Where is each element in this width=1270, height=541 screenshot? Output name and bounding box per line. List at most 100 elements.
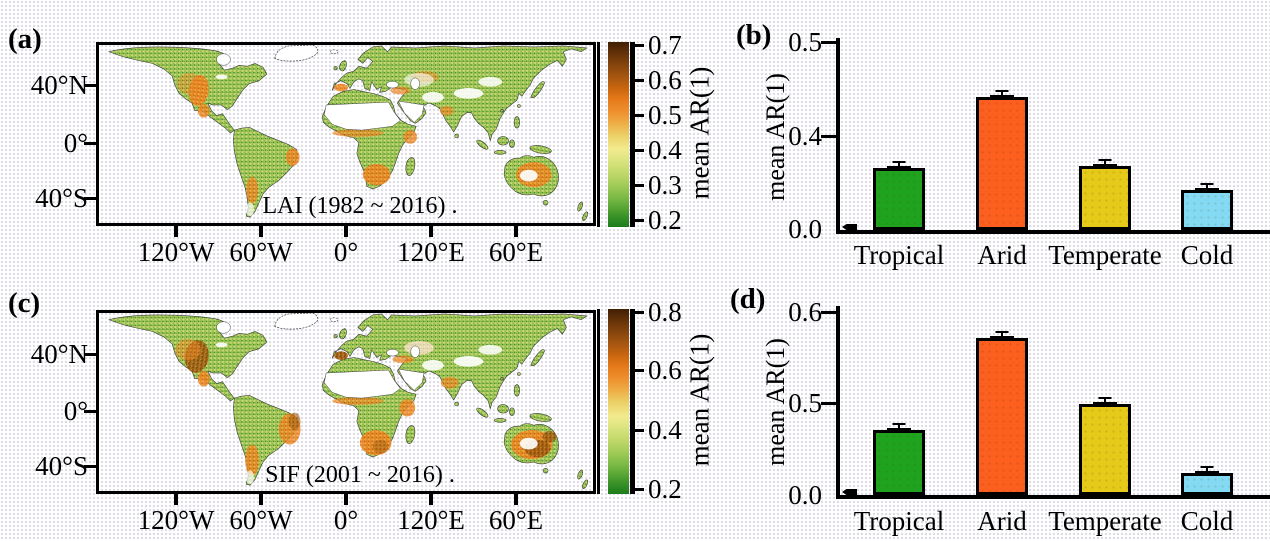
lat-tick-mark xyxy=(84,353,96,356)
lon-tick-mark xyxy=(259,225,263,237)
y-tick-mark xyxy=(821,135,836,138)
error-bar-cap xyxy=(892,161,906,163)
category-label-cold: Cold xyxy=(1180,506,1234,536)
map-frame-lai xyxy=(96,42,596,226)
error-bar-cap xyxy=(995,331,1009,333)
lon-tick-label: 60°E xyxy=(488,505,544,535)
error-bar xyxy=(1001,331,1003,340)
lon-tick-mark xyxy=(429,225,433,237)
category-label-temperate: Temperate xyxy=(1048,240,1162,270)
error-bar-cap xyxy=(990,95,1014,100)
lat-tick-label: 40°S xyxy=(35,183,88,213)
x-axis-d xyxy=(836,495,1270,499)
lat-tick-mark xyxy=(84,410,96,413)
error-bar-cap xyxy=(1098,159,1112,161)
origin-marker-b xyxy=(842,224,857,230)
colorbar-tick-label: 0.4 xyxy=(648,415,682,445)
category-label-tropical: Tropical xyxy=(853,240,945,270)
category-label-cold: Cold xyxy=(1180,240,1234,270)
colorbar-tick-mark xyxy=(635,184,644,187)
map-title-lai: LAI (1982 ~ 2016) . xyxy=(262,193,458,219)
lon-tick-mark xyxy=(174,493,178,505)
colorbar-axis-label: mean AR(1) xyxy=(684,333,715,467)
error-bar xyxy=(1001,90,1003,99)
lon-tick-label: 60°W xyxy=(229,505,293,535)
category-label-temperate: Temperate xyxy=(1048,506,1162,536)
lat-tick-mark xyxy=(84,84,96,87)
lon-tick-label: 0° xyxy=(333,505,359,535)
error-bar-cap xyxy=(1195,471,1219,476)
lon-tick-label: 120°W xyxy=(137,237,215,267)
bar-arid xyxy=(976,90,1028,230)
colorbar-tick-mark xyxy=(635,79,644,82)
y-tick-label: 0.6 xyxy=(788,297,822,327)
lon-tick-mark xyxy=(344,225,348,237)
panel-tag-a: (a) xyxy=(8,23,42,55)
colorbar-tick-mark xyxy=(635,149,644,152)
lon-tick-mark xyxy=(514,493,518,505)
lat-tick-label: 40°N xyxy=(30,339,88,369)
error-bar-cap xyxy=(1093,402,1117,407)
colorbar-tick-mark xyxy=(635,311,644,314)
origin-marker-d xyxy=(842,489,857,495)
bar-arid xyxy=(976,331,1028,495)
colorbar-tick-label: 0.2 xyxy=(648,205,682,235)
error-bar-cap xyxy=(1098,397,1112,399)
bar-temperate xyxy=(1079,397,1131,495)
colorbar-tick-mark xyxy=(635,219,644,222)
lon-tick-label: 120°W xyxy=(137,505,215,535)
y-tick-label: 0.4 xyxy=(788,121,822,151)
colorbar-lai xyxy=(597,42,635,227)
panel-tag-d: (d) xyxy=(730,283,766,315)
bar-tropical xyxy=(873,423,925,495)
colorbar-tick-label: 0.6 xyxy=(648,65,682,95)
colorbar-gradient xyxy=(608,309,629,494)
lon-tick-label: 60°W xyxy=(229,237,293,267)
error-bar xyxy=(1206,183,1208,192)
error-bar-cap xyxy=(1093,164,1117,169)
category-label-tropical: Tropical xyxy=(853,506,945,536)
y-tick-label: 0.5 xyxy=(788,27,822,57)
colorbar-tick-mark xyxy=(635,44,644,47)
map-title-sif: SIF (2001 ~ 2016) . xyxy=(265,462,455,488)
y-tick-label: 0.5 xyxy=(788,388,822,418)
lon-tick-label: 120°E xyxy=(397,237,465,267)
y-tick-label: 0.0 xyxy=(788,214,822,244)
colorbar-tick-label: 0.8 xyxy=(648,297,682,327)
lon-tick-mark xyxy=(344,493,348,505)
error-bar-cap xyxy=(1200,466,1214,468)
error-bar-cap xyxy=(1195,188,1219,193)
bar-temperate xyxy=(1079,159,1131,230)
bar-tropical xyxy=(873,161,925,230)
colorbar-tick-label: 0.6 xyxy=(648,355,682,385)
error-bar xyxy=(1104,159,1106,168)
category-label-arid: Arid xyxy=(977,506,1027,536)
y-axis-b xyxy=(836,38,840,234)
lat-tick-label: 40°S xyxy=(35,451,88,481)
error-bar-cap xyxy=(892,423,906,425)
y-tick-mark xyxy=(821,41,836,44)
y-tick-mark xyxy=(821,311,836,314)
error-bar xyxy=(1206,466,1208,475)
error-bar-cap xyxy=(1200,183,1214,185)
panel-tag-b: (b) xyxy=(736,19,772,51)
panel-tag-c: (c) xyxy=(8,287,41,319)
lon-tick-mark xyxy=(514,225,518,237)
error-bar-cap xyxy=(887,166,911,171)
colorbar-tick-mark xyxy=(635,429,644,432)
colorbar-tick-mark xyxy=(635,369,644,372)
colorbar-tick-label: 0.5 xyxy=(648,100,682,130)
lat-tick-label: 0° xyxy=(63,396,88,426)
x-axis-b xyxy=(836,230,1270,234)
colorbar-gradient xyxy=(608,42,629,227)
colorbar-sif xyxy=(597,309,635,494)
y-axis-d xyxy=(836,306,840,499)
error-bar xyxy=(898,161,900,170)
lat-tick-label: 40°N xyxy=(30,70,88,100)
colorbar-tick-mark xyxy=(635,114,644,117)
y-tick-label: 0.0 xyxy=(788,480,822,510)
colorbar-tick-label: 0.2 xyxy=(648,474,682,504)
lat-tick-mark xyxy=(84,142,96,145)
colorbar-tick-mark xyxy=(635,488,644,491)
